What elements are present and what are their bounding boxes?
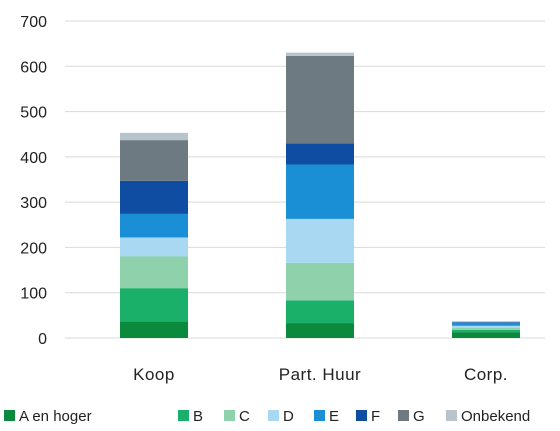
legend-label: D bbox=[283, 408, 294, 425]
bar-segment-part-huur-f bbox=[286, 143, 354, 165]
legend-swatch bbox=[268, 410, 279, 421]
bar-segment-corp--d bbox=[452, 325, 520, 329]
legend: A en hoger B C D E F G Onbekend bbox=[4, 408, 530, 425]
legend-label: Onbekend bbox=[461, 408, 530, 425]
bar-segment-koop-a-en-hoger bbox=[120, 321, 188, 338]
legend-swatch bbox=[224, 410, 235, 421]
legend-label: C bbox=[239, 408, 250, 425]
bar-segment-koop-e bbox=[120, 213, 188, 238]
bar-segment-part-huur-b bbox=[286, 300, 354, 324]
bar-segment-koop-b bbox=[120, 288, 188, 322]
y-tick-label: 400 bbox=[20, 150, 47, 167]
bar-segment-part-huur-a-en-hoger bbox=[286, 323, 354, 338]
bar-segment-corp--b bbox=[452, 329, 520, 333]
bar-segment-part-huur-e bbox=[286, 164, 354, 219]
legend-swatch bbox=[4, 410, 15, 421]
legend-label: A en hoger bbox=[19, 408, 92, 425]
legend-swatch bbox=[314, 410, 325, 421]
legend-swatch bbox=[398, 410, 409, 421]
legend-label: G bbox=[413, 408, 425, 425]
y-tick-label: 200 bbox=[20, 240, 47, 257]
y-tick-label: 500 bbox=[20, 105, 47, 122]
legend-swatch bbox=[178, 410, 189, 421]
bar-segment-part-huur-g bbox=[286, 55, 354, 144]
bar-segment-koop-f bbox=[120, 180, 188, 214]
bar-segment-koop-c bbox=[120, 256, 188, 289]
x-category-label: Part. Huur bbox=[279, 365, 361, 384]
bar-segment-corp--a-en-hoger bbox=[452, 332, 520, 338]
y-tick-label: 300 bbox=[20, 195, 47, 212]
bar-segment-part-huur-d bbox=[286, 218, 354, 263]
bar-segment-part-huur-c bbox=[286, 262, 354, 301]
y-tick-label: 700 bbox=[20, 14, 47, 31]
bar-segment-koop-g bbox=[120, 140, 188, 181]
legend-label: B bbox=[193, 408, 203, 425]
x-category-label: Koop bbox=[133, 365, 175, 384]
legend-swatch bbox=[446, 410, 457, 421]
x-axis-categories: Koop Part. Huur Corp. bbox=[133, 365, 508, 384]
y-tick-label: 600 bbox=[20, 59, 47, 76]
bar-segment-koop-d bbox=[120, 237, 188, 257]
x-category-label: Corp. bbox=[464, 365, 508, 384]
bar-segment-part-huur-onbekend bbox=[286, 52, 354, 56]
bar-segment-koop-onbekend bbox=[120, 132, 188, 141]
bars bbox=[120, 52, 520, 338]
y-axis-ticks: 0 100 200 300 400 500 600 700 bbox=[20, 14, 47, 348]
bar-segment-corp--e bbox=[452, 322, 520, 326]
legend-swatch bbox=[356, 410, 367, 421]
legend-label: F bbox=[371, 408, 380, 425]
legend-label: E bbox=[329, 408, 339, 425]
y-tick-label: 0 bbox=[38, 331, 47, 348]
bar-segment-corp--c bbox=[452, 328, 520, 330]
y-tick-label: 100 bbox=[20, 286, 47, 303]
